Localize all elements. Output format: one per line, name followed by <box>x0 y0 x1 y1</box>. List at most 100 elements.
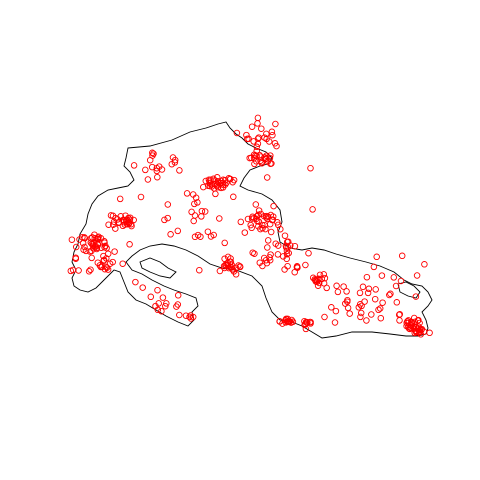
observation-point <box>159 294 167 301</box>
observation-point <box>281 232 289 239</box>
observation-point <box>397 277 405 285</box>
observation-point <box>164 214 171 222</box>
observation-point <box>284 262 291 270</box>
observation-point <box>132 278 139 286</box>
observation-point <box>153 167 161 175</box>
observation-point <box>386 291 393 299</box>
observation-point <box>287 242 294 249</box>
observation-point <box>398 252 406 260</box>
observation-point <box>137 193 145 201</box>
observation-point <box>105 221 112 228</box>
region-boundary-outline <box>71 121 433 339</box>
observation-point <box>204 228 212 235</box>
observation-point <box>344 298 351 305</box>
observation-point <box>253 217 261 225</box>
observation-point <box>146 156 154 164</box>
observation-point <box>230 176 238 184</box>
observation-point <box>112 225 119 232</box>
observation-point <box>237 218 245 226</box>
observation-point <box>291 242 299 250</box>
observation-point <box>262 225 269 233</box>
observation-point <box>274 242 282 249</box>
observation-point <box>284 238 292 245</box>
observation-point <box>211 180 219 188</box>
observation-point <box>302 325 310 333</box>
observation-point <box>266 220 274 228</box>
observation-point <box>232 271 240 278</box>
southeast-island-outline <box>397 281 421 299</box>
observation-point <box>251 160 258 168</box>
observation-point <box>370 263 378 271</box>
observation-point <box>395 311 403 319</box>
observation-point <box>174 227 182 235</box>
observation-point <box>282 244 290 251</box>
observation-point <box>222 261 229 269</box>
observation-point <box>368 311 375 318</box>
observation-point <box>250 138 257 145</box>
observation-point <box>265 138 273 145</box>
observation-point <box>68 236 76 243</box>
observation-point <box>201 208 209 215</box>
observation-point <box>328 304 335 311</box>
observation-point <box>248 154 255 162</box>
observation-point <box>276 318 283 325</box>
observation-point <box>264 237 272 244</box>
observation-point <box>191 212 199 219</box>
observation-point <box>224 261 232 269</box>
observation-point <box>377 314 385 322</box>
observation-point <box>309 206 316 213</box>
observation-point <box>321 274 329 282</box>
observation-point <box>169 154 177 161</box>
observation-point <box>244 215 252 223</box>
observation-point <box>116 195 124 203</box>
observation-point <box>142 166 149 174</box>
observation-point <box>396 311 404 318</box>
observation-point <box>356 301 364 308</box>
observation-point <box>371 295 379 303</box>
observation-point <box>415 316 422 324</box>
observation-point <box>359 283 367 291</box>
observation-point <box>272 120 279 128</box>
observation-point <box>81 243 88 251</box>
observation-point <box>363 273 371 281</box>
observation-point <box>267 251 274 258</box>
observation-point <box>232 264 240 272</box>
observation-point <box>268 216 276 224</box>
observation-point <box>373 253 380 261</box>
observation-point <box>294 264 301 271</box>
observation-point <box>147 293 155 301</box>
observation-point <box>259 262 266 270</box>
observation-point <box>302 261 309 269</box>
observation-point <box>125 214 132 222</box>
observation-point <box>221 239 228 247</box>
observation-point <box>123 220 131 228</box>
observation-point <box>258 158 265 166</box>
observation-point <box>375 306 382 314</box>
observation-point <box>357 309 365 317</box>
observation-point <box>263 212 270 220</box>
observation-point <box>183 190 191 197</box>
observation-point <box>364 289 372 297</box>
observation-point <box>230 193 237 201</box>
observation-point <box>198 213 205 220</box>
observation-point <box>412 323 419 331</box>
observation-point <box>93 245 101 253</box>
observation-point <box>161 216 168 224</box>
observation-point <box>130 162 138 169</box>
observation-point <box>75 267 82 274</box>
observation-point <box>212 190 219 198</box>
observation-point <box>412 293 420 300</box>
observation-point <box>387 290 394 298</box>
observation-point <box>221 255 228 263</box>
observation-point <box>263 130 270 138</box>
observation-point <box>254 114 262 122</box>
observation-point <box>85 268 93 275</box>
observation-point <box>216 267 224 275</box>
observation-point <box>305 249 312 257</box>
observation-point <box>163 300 170 307</box>
observation-point <box>106 260 114 267</box>
observation-point <box>182 312 190 319</box>
observation-point <box>154 173 161 181</box>
observation-point <box>82 247 90 255</box>
observation-point <box>244 135 251 143</box>
